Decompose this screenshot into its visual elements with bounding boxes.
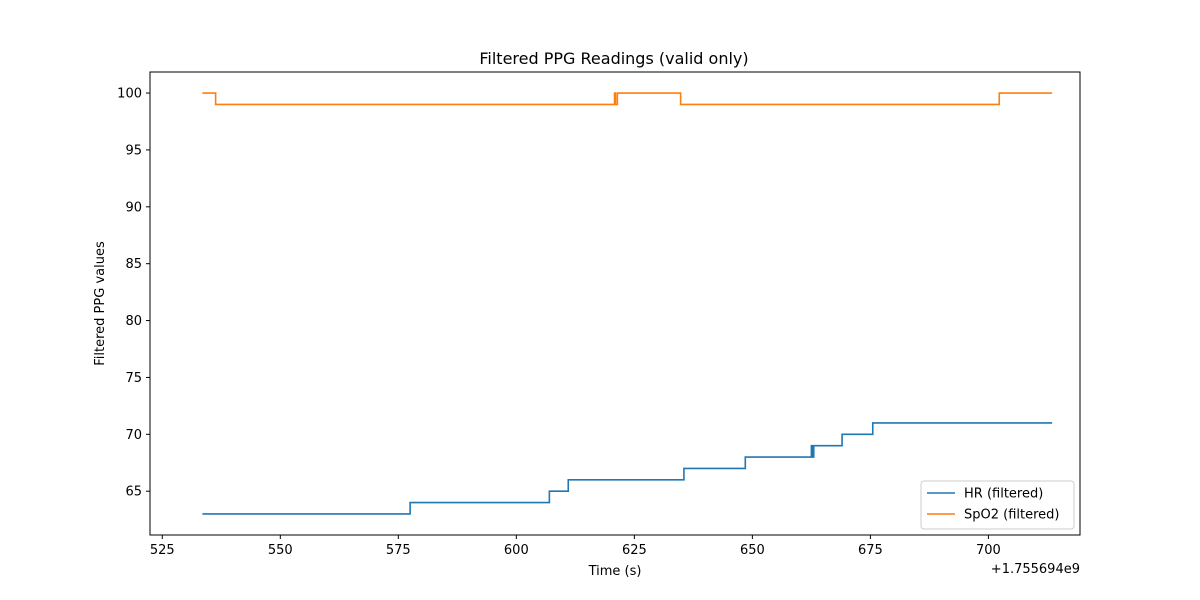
y-axis-title: Filtered PPG values (93, 241, 108, 366)
legend-label: SpO2 (filtered) (964, 508, 1060, 523)
y-tick-label: 90 (125, 200, 142, 215)
y-tick-label: 85 (125, 257, 142, 272)
chart-title: Filtered PPG Readings (valid only) (479, 49, 748, 68)
y-tick-label: 80 (125, 314, 142, 329)
y-axis: 65 70 75 80 85 90 95 100 (117, 87, 150, 500)
legend-box (920, 480, 1075, 530)
x-tick-label: 600 (504, 543, 529, 558)
series-layer (202, 92, 1053, 515)
x-axis-title: Time (s) (588, 564, 642, 579)
plot-frame (149, 71, 1081, 536)
y-tick-label: 75 (125, 371, 142, 386)
x-tick-label: 525 (150, 543, 175, 558)
y-tick-label: 70 (125, 428, 142, 443)
series-line-spo2 (202, 92, 1053, 106)
x-axis: 525 550 575 600 625 650 675 700 (150, 535, 1001, 558)
x-axis-offset-label: +1.755694e9 (991, 562, 1080, 577)
y-tick-label: 95 (125, 143, 142, 158)
series-line-hr (202, 422, 1053, 515)
x-tick-label: 625 (622, 543, 647, 558)
x-tick-label: 675 (858, 543, 883, 558)
legend: HR (filtered) SpO2 (filtered) (920, 480, 1075, 530)
x-tick-label: 700 (976, 543, 1001, 558)
y-tick-label: 100 (117, 87, 142, 102)
legend-label: HR (filtered) (964, 487, 1043, 502)
x-tick-label: 550 (268, 543, 293, 558)
y-tick-label: 65 (125, 485, 142, 500)
x-tick-label: 575 (386, 543, 411, 558)
x-tick-label: 650 (740, 543, 765, 558)
